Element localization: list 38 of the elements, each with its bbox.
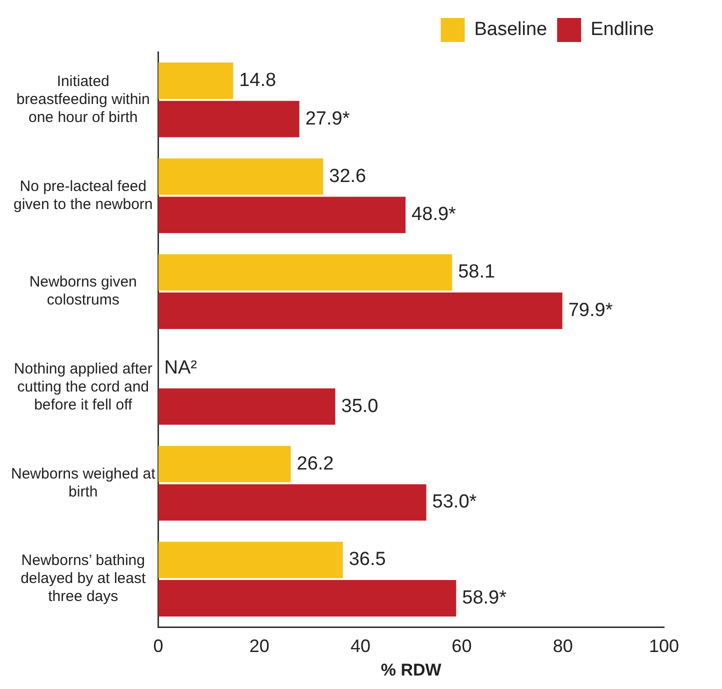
legend-label: Baseline bbox=[474, 19, 548, 40]
x-tick-label: 20 bbox=[249, 636, 270, 656]
bar bbox=[158, 292, 562, 329]
x-tick-label: 80 bbox=[552, 636, 573, 656]
bar bbox=[158, 388, 336, 425]
data-label: 36.5 bbox=[348, 549, 386, 570]
data-label: 79.9* bbox=[568, 300, 614, 321]
x-tick-label: 60 bbox=[452, 636, 472, 656]
data-label: 48.9* bbox=[412, 204, 457, 226]
bar bbox=[158, 484, 426, 521]
y-tick-label: Newborns weighed at birth bbox=[10, 465, 156, 500]
y-tick-label: No pre-lacteal feed given to the newborn bbox=[13, 178, 153, 213]
legend-label: Endline bbox=[590, 19, 654, 40]
text: NA² bbox=[164, 357, 197, 378]
y-tick-label: Newborns given colostrums bbox=[29, 274, 137, 309]
data-label: 58.9* bbox=[462, 587, 508, 608]
data-label: 32.6 bbox=[329, 166, 366, 187]
bar bbox=[158, 254, 452, 291]
x-tick-label: 100 bbox=[648, 636, 680, 656]
data-label: 58.1 bbox=[458, 262, 496, 283]
data-label: 14.8 bbox=[239, 70, 276, 91]
y-tick-label: Initiated breastfeeding within one hour of birth bbox=[16, 73, 150, 126]
data-label: 26.2 bbox=[296, 453, 334, 474]
bar bbox=[158, 580, 456, 616]
bar bbox=[158, 158, 324, 195]
x-tick-label: 40 bbox=[350, 636, 371, 656]
y-tick-label: Newborns’ bathing delayed by at least three days bbox=[20, 552, 146, 606]
data-label: 53.0* bbox=[432, 492, 478, 513]
y-tick-label: Nothing applied after cutting the cord and before it fell off bbox=[14, 360, 152, 414]
bar bbox=[158, 446, 291, 482]
data-label: 27.9* bbox=[305, 108, 350, 130]
x-axis-title: % RDW bbox=[380, 660, 442, 680]
bar bbox=[158, 196, 406, 234]
x-tick-label: 0 bbox=[153, 636, 164, 656]
bar bbox=[158, 542, 343, 578]
bar bbox=[158, 62, 234, 99]
bar bbox=[158, 100, 300, 138]
data-label: 35.0 bbox=[341, 396, 378, 417]
